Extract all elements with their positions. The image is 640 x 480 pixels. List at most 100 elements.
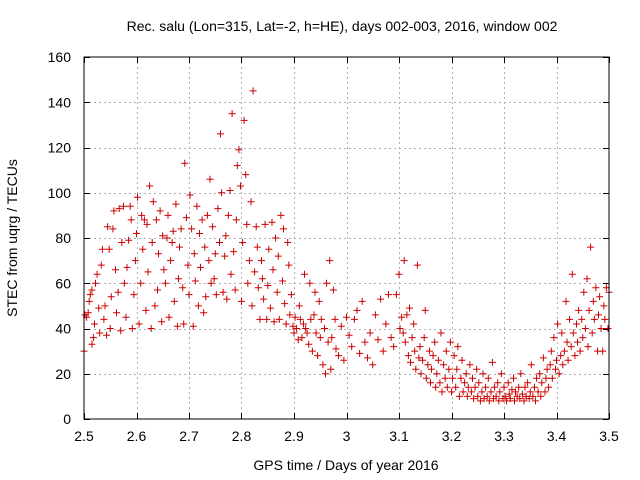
data-point — [295, 302, 303, 310]
data-point — [269, 266, 277, 274]
y-tick-label: 60 — [55, 275, 71, 291]
data-point — [207, 279, 215, 287]
data-point — [563, 338, 571, 346]
data-point — [181, 159, 189, 167]
data-point — [461, 379, 469, 387]
data-point — [294, 336, 302, 344]
data-point — [109, 225, 117, 233]
data-point — [316, 334, 324, 342]
data-point — [113, 309, 120, 317]
x-tick-label: 2.9 — [284, 428, 304, 444]
data-point — [525, 395, 533, 403]
data-point — [139, 245, 147, 253]
data-point — [471, 383, 479, 391]
data-point — [135, 320, 143, 328]
data-point — [558, 329, 566, 337]
data-point — [395, 270, 403, 278]
data-point — [96, 329, 104, 337]
data-point — [258, 257, 265, 265]
data-point — [401, 338, 409, 346]
data-point — [531, 383, 538, 391]
x-tick-label: 2.7 — [179, 428, 199, 444]
data-point — [464, 383, 472, 391]
data-point — [91, 320, 98, 328]
data-point — [298, 334, 306, 342]
data-point — [197, 263, 204, 271]
data-point — [385, 291, 392, 299]
data-point — [110, 207, 118, 215]
data-point — [114, 288, 122, 296]
data-point — [476, 397, 484, 405]
data-point — [434, 356, 442, 364]
y-tick-label: 20 — [55, 366, 71, 382]
data-point — [485, 397, 493, 405]
data-point — [194, 302, 202, 310]
data-point — [92, 279, 99, 287]
data-point — [84, 309, 92, 317]
data-point — [520, 397, 528, 405]
data-point — [542, 374, 550, 382]
data-point — [307, 315, 315, 323]
data-point — [106, 325, 114, 332]
data-point — [412, 365, 420, 373]
data-point — [285, 261, 293, 269]
data-point — [554, 320, 562, 328]
data-point — [458, 356, 466, 364]
data-point — [272, 234, 280, 242]
data-point — [546, 361, 554, 369]
data-point — [537, 392, 545, 400]
data-point — [413, 261, 421, 269]
data-point — [202, 293, 210, 301]
data-point — [473, 365, 481, 373]
data-point — [340, 356, 348, 364]
data-point — [453, 365, 461, 373]
data-point — [144, 268, 152, 276]
data-point — [177, 225, 185, 233]
data-point — [482, 383, 490, 391]
data-point — [175, 275, 182, 283]
data-point — [120, 279, 128, 287]
data-point — [281, 300, 289, 308]
data-point — [552, 365, 559, 373]
data-point — [317, 315, 325, 323]
data-point — [151, 302, 159, 310]
y-tick-label: 80 — [55, 230, 71, 246]
data-point — [198, 216, 206, 224]
data-point — [206, 175, 214, 183]
y-tick-label: 40 — [55, 321, 71, 337]
data-point — [369, 361, 377, 369]
data-point — [244, 279, 252, 287]
data-point — [165, 313, 173, 321]
data-point — [440, 361, 448, 369]
y-tick-label: 140 — [48, 94, 72, 110]
data-point — [536, 370, 544, 378]
data-point — [239, 239, 247, 246]
data-point — [332, 345, 340, 353]
data-point — [348, 343, 356, 351]
data-point — [442, 347, 450, 355]
data-point — [425, 347, 433, 355]
data-point — [539, 354, 547, 362]
data-point — [169, 227, 177, 235]
data-point — [231, 286, 239, 294]
data-point — [133, 230, 140, 237]
data-point — [408, 334, 416, 342]
y-tick-label: 120 — [48, 140, 72, 156]
data-point — [315, 297, 323, 305]
data-point — [134, 193, 141, 201]
data-point — [445, 365, 453, 373]
data-point — [97, 261, 105, 269]
data-point — [527, 361, 535, 369]
data-point — [188, 225, 196, 233]
data-point — [326, 257, 334, 265]
data-point — [191, 277, 199, 285]
data-point — [112, 266, 119, 274]
data-point — [364, 354, 371, 362]
data-point — [421, 306, 429, 314]
data-point — [553, 356, 560, 364]
data-point — [214, 205, 222, 213]
data-point — [180, 320, 188, 328]
data-point — [137, 279, 145, 287]
data-point — [580, 288, 588, 296]
data-point — [545, 383, 553, 391]
